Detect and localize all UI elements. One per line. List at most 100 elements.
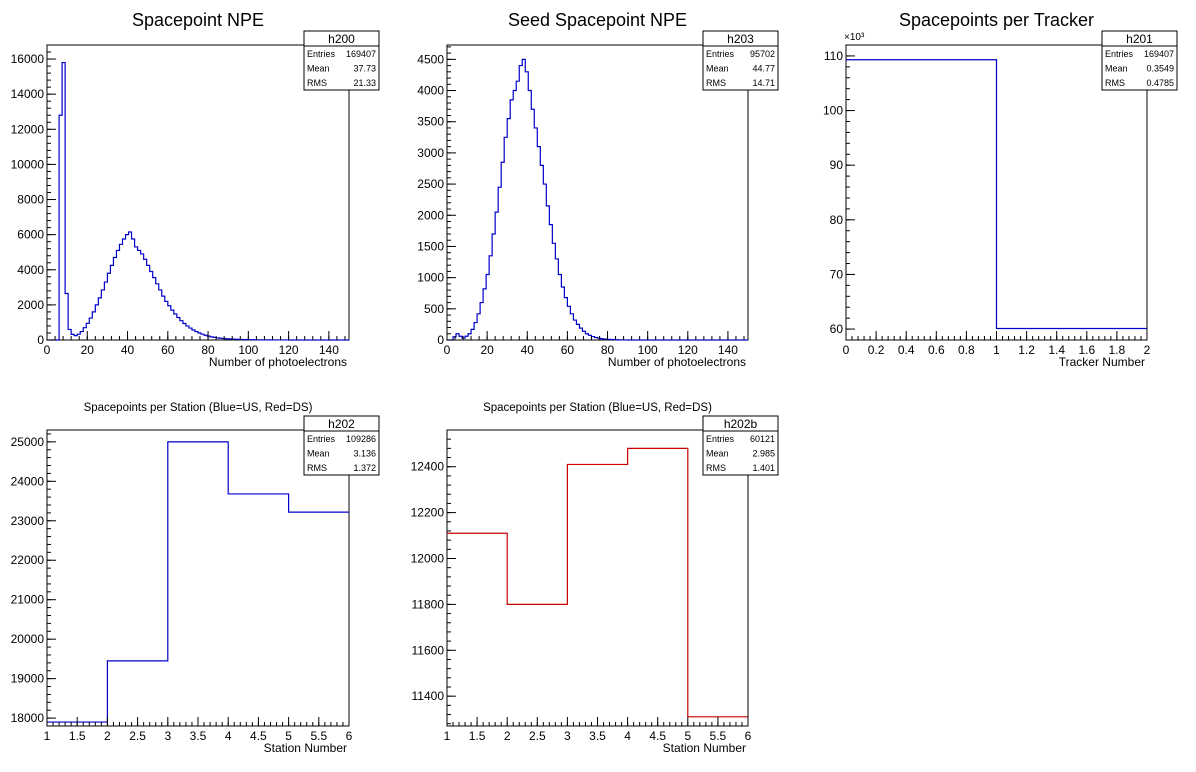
- y-tick-label: 3500: [417, 115, 444, 129]
- x-tick-label: 0: [444, 343, 451, 357]
- stats-key: Entries: [706, 434, 735, 444]
- y-tick-label: 12200: [411, 506, 445, 520]
- y-tick-label: 11400: [412, 689, 445, 703]
- x-tick-label: 80: [201, 343, 215, 357]
- stats-box: [702, 30, 779, 91]
- stats-histname: h200: [328, 32, 355, 46]
- stats-key: RMS: [1105, 78, 1125, 88]
- stats-key: Mean: [307, 64, 330, 74]
- stats-key: Mean: [706, 64, 729, 74]
- stats-value: 0.4785: [1146, 78, 1174, 88]
- stats-key: RMS: [307, 463, 327, 473]
- x-tick-label: 4.5: [250, 729, 267, 743]
- stats-histname: h202: [328, 417, 355, 431]
- x-tick-label: 2.5: [529, 729, 546, 743]
- stats-value: 44.77: [752, 64, 775, 74]
- x-tick-label: 0.6: [928, 343, 945, 357]
- x-tick-label: 40: [121, 343, 135, 357]
- stats-box: [1101, 30, 1178, 91]
- x-tick-label: 5: [285, 729, 292, 743]
- stats-box: [702, 415, 779, 476]
- y-tick-label: 70: [830, 267, 844, 281]
- chart-title: Spacepoints per Station (Blue=US, Red=DS…: [483, 402, 712, 414]
- x-axis-label: Number of photoelectrons: [209, 355, 347, 369]
- stats-key: RMS: [706, 463, 726, 473]
- y-tick-label: 10000: [11, 157, 45, 171]
- x-tick-label: 5.5: [310, 729, 327, 743]
- y-tick-label: 100: [823, 104, 843, 118]
- y-tick-label: 0: [37, 333, 44, 347]
- y-exponent: ×10³: [844, 32, 865, 43]
- x-tick-label: 100: [638, 343, 658, 357]
- y-tick-label: 12000: [11, 122, 45, 136]
- x-tick-label: 1.5: [469, 729, 486, 743]
- stats-key: RMS: [307, 78, 327, 88]
- x-tick-label: 4.5: [649, 729, 666, 743]
- y-tick-label: 16000: [11, 52, 45, 66]
- x-tick-label: 1.4: [1048, 343, 1065, 357]
- x-tick-label: 3.5: [589, 729, 606, 743]
- stats-histname: h201: [1126, 32, 1153, 46]
- histogram-pad-h202: Spacepoints per Station (Blue=US, Red=DS…: [11, 402, 380, 755]
- stats-key: Entries: [307, 434, 336, 444]
- stats-key: Entries: [1105, 49, 1134, 59]
- y-tick-label: 8000: [17, 193, 44, 207]
- y-tick-label: 90: [830, 158, 844, 172]
- y-tick-label: 110: [824, 49, 843, 63]
- x-tick-label: 2.5: [129, 729, 146, 743]
- x-tick-label: 2: [104, 729, 111, 743]
- x-tick-label: 4: [624, 729, 631, 743]
- stats-key: Mean: [307, 449, 330, 459]
- y-tick-label: 4000: [17, 263, 44, 277]
- x-tick-label: 5.5: [710, 729, 727, 743]
- histogram-pad-h200: Spacepoint NPE 0 20 40 60 80 100 120 140 0 2000 400…: [11, 10, 380, 369]
- x-tick-label: 0: [843, 343, 850, 357]
- stats-histname: h202b: [724, 417, 758, 431]
- x-tick-label: 3: [564, 729, 571, 743]
- y-tick-label: 24000: [11, 474, 45, 488]
- x-tick-label: 60: [161, 343, 175, 357]
- y-tick-label: 22000: [11, 553, 45, 567]
- chart-title: Spacepoints per Station (Blue=US, Red=DS…: [84, 402, 313, 414]
- y-tick-label: 21000: [11, 593, 45, 607]
- x-tick-label: 20: [81, 343, 95, 357]
- histogram-line: [447, 58, 748, 341]
- x-tick-label: 1.6: [1078, 343, 1095, 357]
- x-tick-label: 1.2: [1018, 343, 1035, 357]
- x-tick-label: 140: [319, 343, 339, 357]
- y-tick-label: 12000: [411, 551, 445, 565]
- stats-value: 3.136: [353, 449, 376, 459]
- stats-histname: h203: [727, 32, 754, 46]
- x-axis-label: Tracker Number: [1059, 355, 1145, 369]
- x-tick-label: 0: [44, 343, 51, 357]
- y-tick-label: 2000: [17, 298, 44, 312]
- x-axis-label: Station Number: [663, 741, 746, 755]
- histogram-line: [47, 441, 349, 723]
- x-tick-label: 120: [279, 343, 299, 357]
- y-tick-label: 500: [424, 302, 444, 316]
- x-tick-label: 20: [480, 343, 494, 357]
- x-tick-label: 2: [1144, 343, 1151, 357]
- y-tick-label: 4000: [417, 84, 444, 98]
- y-tick-label: 3000: [417, 146, 444, 160]
- x-tick-label: 1: [44, 729, 51, 743]
- x-tick-label: 40: [521, 343, 535, 357]
- histogram-line: [846, 59, 1147, 330]
- y-tick-label: 25000: [11, 435, 45, 449]
- x-tick-label: 0.2: [868, 343, 885, 357]
- x-tick-label: 1: [444, 729, 451, 743]
- y-tick-label: 18000: [11, 711, 45, 725]
- y-tick-label: 23000: [11, 514, 45, 528]
- chart-title: Spacepoints per Tracker: [899, 10, 1094, 30]
- x-axis-label: Number of photoelectrons: [608, 355, 746, 369]
- x-tick-label: 3.5: [190, 729, 207, 743]
- x-tick-label: 80: [601, 343, 615, 357]
- y-tick-label: 11800: [412, 597, 445, 611]
- stats-value: 95702: [750, 49, 775, 59]
- x-tick-label: 6: [346, 729, 353, 743]
- stats-key: Entries: [706, 49, 735, 59]
- stats-value: 21.33: [353, 78, 376, 88]
- x-tick-label: 6: [745, 729, 752, 743]
